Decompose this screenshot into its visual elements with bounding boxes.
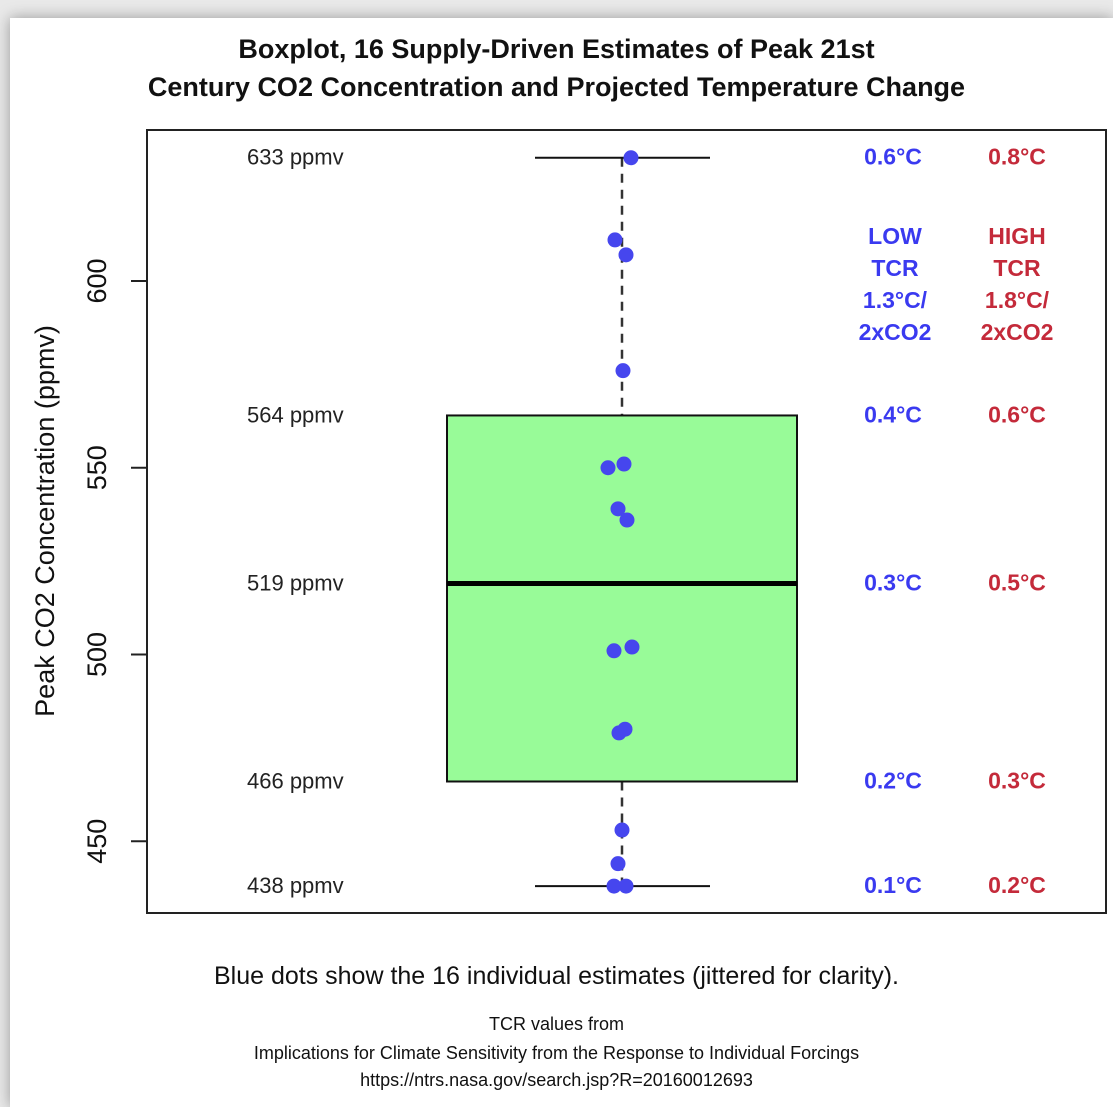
low-tcr-temp: 0.1°C bbox=[864, 872, 922, 898]
data-point bbox=[624, 639, 640, 655]
ppmv-label: 633 ppmv bbox=[247, 145, 344, 170]
low-tcr-header: LOW bbox=[868, 223, 922, 249]
y-axis: 450 500 550 600 Peak CO2 Concentration (ppmv… bbox=[30, 258, 148, 864]
annotations: 633 ppmv 0.6°C 0.8°C 564 ppmv 0.4°C 0.6°C 519 … bbox=[247, 144, 1053, 898]
box-layer bbox=[446, 156, 798, 888]
high-tcr-temp: 0.5°C bbox=[988, 570, 1046, 596]
interquartile-box bbox=[446, 414, 798, 783]
data-point bbox=[618, 878, 634, 894]
data-point bbox=[610, 501, 626, 517]
data-point bbox=[606, 643, 622, 659]
y-tick-label: 450 bbox=[82, 819, 112, 864]
data-point bbox=[618, 247, 634, 263]
data-point bbox=[615, 363, 631, 379]
ppmv-label: 519 ppmv bbox=[247, 571, 344, 596]
data-point bbox=[610, 856, 626, 872]
y-tick-label: 500 bbox=[82, 632, 112, 677]
caption-url: https://ntrs.nasa.gov/search.jsp?R=20160… bbox=[360, 1070, 753, 1090]
caption-tcr: TCR values from bbox=[488, 1014, 625, 1034]
y-axis-title: Peak CO2 Concentration (ppmv) bbox=[30, 325, 60, 717]
high-tcr-header: TCR bbox=[993, 255, 1041, 281]
high-tcr-temp: 0.8°C bbox=[988, 144, 1046, 170]
high-tcr-temp: 0.6°C bbox=[988, 401, 1046, 427]
chart-title-line-1: Boxplot, 16 Supply-Driven Estimates of P… bbox=[238, 34, 875, 64]
y-tick-label: 550 bbox=[82, 445, 112, 490]
high-tcr-temp: 0.3°C bbox=[988, 767, 1046, 793]
data-point bbox=[611, 725, 627, 741]
data-point bbox=[623, 150, 639, 166]
low-tcr-temp: 0.3°C bbox=[864, 570, 922, 596]
caption-main: Blue dots show the 16 individual estimat… bbox=[213, 962, 900, 990]
ppmv-label: 564 ppmv bbox=[247, 402, 344, 427]
ppmv-label: 466 ppmv bbox=[247, 768, 344, 793]
low-tcr-temp: 0.2°C bbox=[864, 767, 922, 793]
data-point bbox=[619, 512, 635, 528]
low-tcr-header: 1.3°C/ bbox=[863, 287, 928, 313]
low-tcr-temp: 0.6°C bbox=[864, 144, 922, 170]
ppmv-label: 438 ppmv bbox=[247, 873, 344, 898]
chart-title-line-2: Century CO2 Concentration and Projected … bbox=[147, 72, 966, 102]
high-tcr-temp: 0.2°C bbox=[988, 872, 1046, 898]
caption-paper: Implications for Climate Sensitivity fro… bbox=[253, 1043, 860, 1063]
high-tcr-header: 2xCO2 bbox=[981, 319, 1054, 345]
data-points bbox=[600, 150, 640, 894]
low-tcr-temp: 0.4°C bbox=[864, 401, 922, 427]
data-point bbox=[600, 460, 616, 476]
data-point bbox=[607, 232, 623, 248]
data-point bbox=[616, 456, 632, 472]
y-tick-label: 600 bbox=[82, 258, 112, 303]
low-tcr-header: 2xCO2 bbox=[859, 319, 932, 345]
data-point bbox=[614, 822, 630, 838]
low-tcr-header: TCR bbox=[871, 255, 919, 281]
data-point bbox=[606, 878, 622, 894]
high-tcr-header: 1.8°C/ bbox=[985, 287, 1050, 313]
boxplot-chart: 450 500 550 600 Peak CO2 Concentration (ppmv… bbox=[30, 129, 1107, 914]
high-tcr-header: HIGH bbox=[988, 223, 1046, 249]
